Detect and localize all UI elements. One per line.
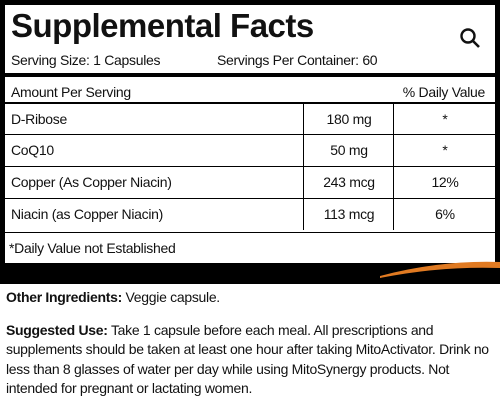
title: Supplemental Facts xyxy=(11,7,314,44)
footnote-row: *Daily Value not Established xyxy=(5,232,495,263)
servings-per-container: Servings Per Container: 60 xyxy=(217,52,378,68)
daily-value: 12% xyxy=(431,174,459,190)
column-header: Amount Per Serving % Daily Value xyxy=(5,73,495,103)
amount: 243 mcg xyxy=(323,174,375,190)
text: Veggie capsule. xyxy=(125,289,221,305)
amount: 180 mg xyxy=(326,111,372,127)
amount: 50 mg xyxy=(330,142,368,158)
daily-value: 6% xyxy=(435,206,455,222)
nutrient: CoQ10 xyxy=(11,142,54,158)
column-divider xyxy=(393,135,394,166)
column-divider xyxy=(393,167,394,198)
nutrient-row: Niacin (as Copper Niacin) 113 mcg 6% xyxy=(5,198,495,230)
nutrient: Niacin (as Copper Niacin) xyxy=(11,206,164,222)
nutrient: D-Ribose xyxy=(11,111,67,127)
text: Take 1 capsule before each meal. All pre… xyxy=(6,321,489,397)
column-label: Amount Per Serving xyxy=(11,84,131,100)
search-icon[interactable] xyxy=(459,27,481,49)
decoration xyxy=(380,261,500,278)
label: Other Ingredients: xyxy=(6,289,122,305)
footnote: *Daily Value not Established xyxy=(9,240,176,256)
daily-value: * xyxy=(442,111,448,127)
amount: 113 mcg xyxy=(323,206,375,222)
column-divider xyxy=(303,167,304,198)
daily-value: * xyxy=(442,142,448,158)
column-divider xyxy=(303,199,304,230)
column-divider xyxy=(303,104,304,135)
serving-size: Serving Size: 1 Capsules xyxy=(11,52,161,68)
suggested-use: Suggested Use: Take 1 capsule before eac… xyxy=(6,321,496,399)
nutrient-row: CoQ10 50 mg * xyxy=(5,134,495,166)
column-divider xyxy=(393,104,394,135)
column-divider xyxy=(393,199,394,230)
ingredients-section: Other Ingredients: Veggie capsule. Sugge… xyxy=(0,284,500,414)
column-label: % Daily Value xyxy=(402,84,486,100)
column-divider xyxy=(303,135,304,166)
other-ingredients: Other Ingredients: Veggie capsule. xyxy=(6,288,496,308)
nutrient-row: Copper (As Copper Niacin) 243 mcg 12% xyxy=(5,166,495,198)
nutrient: Copper (As Copper Niacin) xyxy=(11,174,172,190)
label: Suggested Use: xyxy=(6,321,108,338)
nutrient-row: D-Ribose 180 mg * xyxy=(5,102,495,135)
facts-panel: Supplemental Facts Serving Size: 1 Capsu… xyxy=(4,4,496,264)
